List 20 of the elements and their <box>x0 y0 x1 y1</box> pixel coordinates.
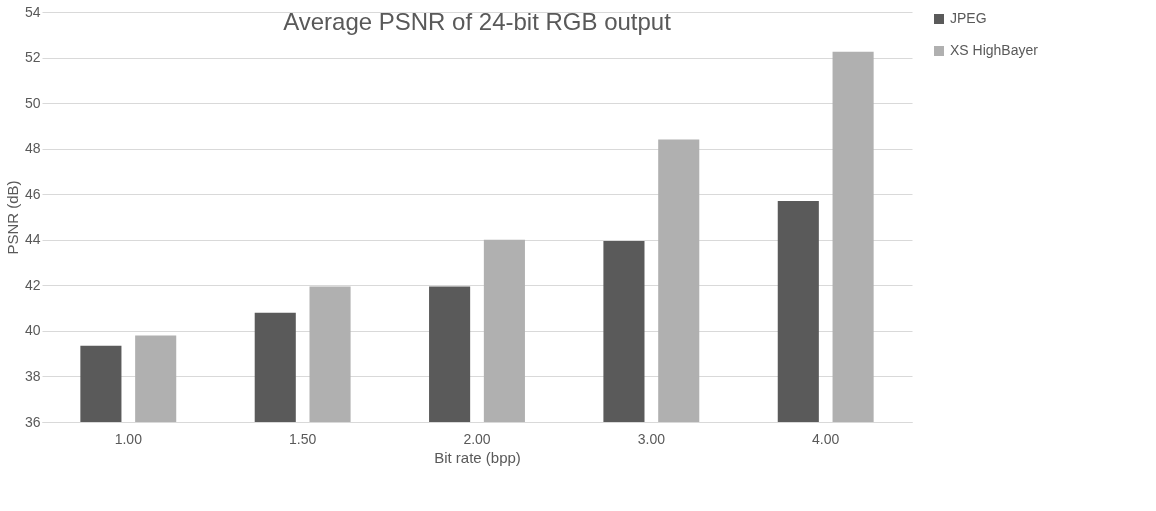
x-axis-title: Bit rate (bpp) <box>434 448 521 466</box>
y-tick-label: 46 <box>24 185 41 202</box>
x-tick-label: 4.00 <box>812 430 840 447</box>
legend-label: JPEG <box>950 10 987 26</box>
x-tick-label: 1.50 <box>289 430 317 447</box>
y-tick-label: 36 <box>24 413 41 430</box>
y-tick-label: 44 <box>24 231 41 248</box>
y-axis-title: PSNR (dB) <box>3 180 21 255</box>
y-tick-label: 52 <box>24 49 41 66</box>
y-tick-label: 54 <box>24 3 41 20</box>
x-tick-label: 3.00 <box>637 430 666 447</box>
legend-label: XS HighBayer <box>950 42 1039 58</box>
y-tick-label: 40 <box>24 322 41 339</box>
y-tick-label: 48 <box>24 140 41 157</box>
y-tick-label: 50 <box>24 94 41 111</box>
chart-title: Average PSNR of 24-bit RGB output <box>283 8 672 35</box>
y-tick-label: 38 <box>24 367 41 384</box>
x-tick-label: 1.00 <box>114 430 143 447</box>
y-tick-label: 42 <box>24 276 41 293</box>
x-tick-label: 2.00 <box>463 430 491 447</box>
